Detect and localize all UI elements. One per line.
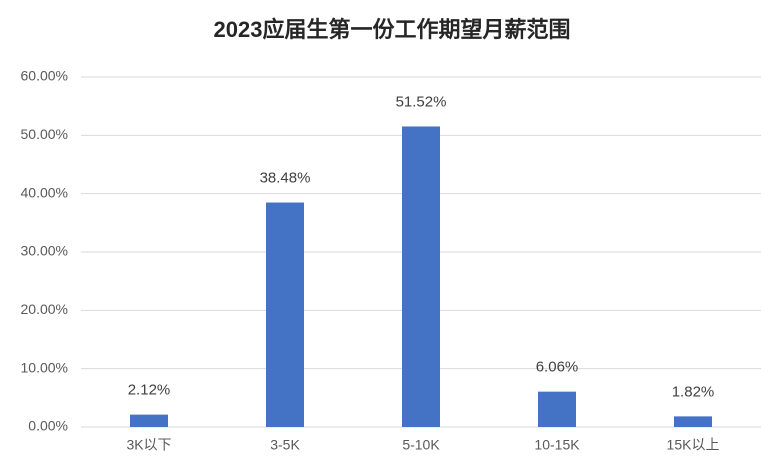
- y-tick-label: 0.00%: [28, 418, 68, 434]
- y-tick-label: 10.00%: [21, 359, 68, 375]
- bar: [674, 416, 712, 427]
- x-tick-label: 10-15K: [534, 437, 580, 453]
- y-tick-label: 30.00%: [21, 243, 68, 259]
- y-tick-label: 20.00%: [21, 301, 68, 317]
- value-label: 51.52%: [396, 93, 447, 110]
- x-tick-label: 3K以下: [126, 437, 171, 453]
- y-tick-label: 60.00%: [21, 68, 68, 84]
- bar: [130, 414, 168, 427]
- x-tick-label: 5-10K: [402, 437, 440, 453]
- bar: [266, 202, 304, 427]
- value-label: 1.82%: [672, 383, 715, 400]
- x-tick-label: 15K以上: [667, 437, 720, 453]
- x-tick-label: 3-5K: [270, 437, 300, 453]
- y-tick-label: 50.00%: [21, 126, 68, 142]
- chart-title: 2023应届生第一份工作期望月薪范围: [214, 17, 571, 42]
- value-label: 2.12%: [128, 382, 171, 399]
- value-label: 6.06%: [536, 359, 579, 376]
- value-label: 38.48%: [260, 170, 311, 187]
- bar: [402, 126, 440, 427]
- bar: [538, 391, 576, 427]
- y-tick-label: 40.00%: [21, 184, 68, 200]
